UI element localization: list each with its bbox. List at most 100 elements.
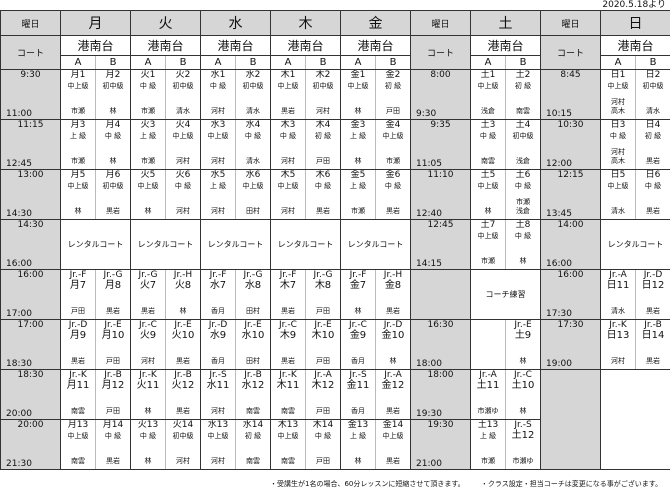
class-info: Jr.-A 木12 戸田: [307, 371, 340, 419]
class-code: 火12: [171, 380, 195, 391]
class-code: 金8: [384, 280, 402, 291]
class-level: 初中級: [102, 182, 124, 190]
class-code: 日4: [645, 120, 661, 131]
class-code: 土3: [480, 120, 496, 131]
coach-name: 河村: [176, 207, 190, 215]
coach-name: 黒岩: [71, 357, 85, 365]
class-info: 水14 初 級南雲: [237, 421, 270, 469]
class-code: 木6: [315, 170, 331, 181]
class-info: Jr.-F 木7 黒岩: [272, 271, 305, 319]
class-info: 日2 初中級 清水: [637, 71, 670, 119]
sat-time-cell: 8:00 9:30: [410, 69, 471, 120]
coach-name: 林: [354, 157, 362, 165]
empty-cell: [600, 369, 670, 470]
class-code: 金1: [350, 70, 366, 81]
junior-group: Jr.-K: [279, 370, 297, 381]
class-cell: 木3 中 級河村: [270, 119, 306, 170]
class-info: Jr.-E 木10 戸田: [307, 321, 340, 369]
junior-group: Jr.-B: [104, 370, 122, 381]
class-cell: 水3 中上級 河村: [200, 119, 236, 170]
class-code: 土11: [476, 380, 500, 391]
class-level: 初中級: [312, 82, 334, 90]
coach-name: 林: [109, 107, 117, 115]
sun-time-cell: 8:45 10:15: [540, 69, 601, 120]
merged-cell: レンタルコート: [270, 219, 341, 270]
junior-group: Jr.-A: [384, 370, 402, 381]
class-cell: Jr.-B 水12 南雲: [235, 369, 271, 420]
class-code: 月5: [70, 170, 86, 181]
class-cell: Jr.-A 土11 市瀬ゆ: [470, 369, 506, 420]
class-code: 月8: [104, 280, 122, 291]
class-code: 火13: [137, 420, 159, 431]
class-level: 初中級: [512, 132, 534, 140]
class-code: 木11: [276, 380, 300, 391]
class-code: 水5: [210, 170, 226, 181]
class-info: 月1 中上級 市瀬: [62, 71, 95, 119]
coach-name: 黒岩: [281, 357, 295, 365]
class-info: 土2 初 級南雲: [507, 71, 540, 119]
class-info: 月2 初中級林: [97, 71, 130, 119]
merged-cell: レンタルコート: [200, 219, 271, 270]
class-code: 水3: [210, 120, 226, 131]
class-info: 土5 中上級林: [472, 171, 505, 219]
junior-group: Jr.-K: [69, 370, 87, 381]
class-code: 火6: [175, 170, 191, 181]
court-a-thu: A: [270, 55, 306, 70]
class-level: 中上級: [67, 182, 89, 190]
class-cell: 月3 上 級市瀬: [60, 119, 96, 170]
coach-name: 黒岩: [141, 307, 155, 315]
class-level: 中 級: [644, 182, 662, 190]
time-cell: 17:00 18:30: [0, 319, 61, 370]
class-code: 火10: [171, 330, 195, 341]
coach-name: 黒岩: [281, 107, 295, 115]
class-cell: 金5 上 級市瀬: [340, 169, 376, 220]
coach-name: 林: [144, 407, 152, 415]
coach-name: 戸田: [316, 457, 330, 465]
coach-name: 林: [389, 357, 397, 365]
coach-name: 市瀬: [351, 207, 365, 215]
class-cell: Jr.-E 土9 林: [505, 319, 541, 370]
class-cell: 木2 初中級 河村: [305, 69, 341, 120]
class-code: 金7: [349, 280, 367, 291]
start-time: 8:45: [560, 70, 581, 81]
class-level: 中 級: [279, 132, 297, 140]
class-info: 水6 中上級 田村: [237, 171, 270, 219]
class-cell: 火1 中 級市瀬: [130, 69, 166, 120]
coach-name: 黒岩: [646, 307, 660, 315]
class-info: 水5 上 級河村: [202, 170, 235, 219]
class-level: 中 級: [244, 132, 262, 140]
class-level: 中上級: [67, 82, 89, 90]
time-cell: 20:00 21:30: [0, 419, 61, 470]
class-info: Jr.-G 水8 田村: [237, 271, 270, 319]
coach-name: 河村: [316, 107, 330, 115]
class-code: 木4: [315, 120, 331, 131]
court-a-mon: A: [60, 55, 96, 70]
start-time: 14:30: [17, 220, 44, 231]
class-code: 土8: [515, 220, 531, 231]
class-info: 金14 中上級 黒岩: [377, 421, 410, 469]
sat-time-cell: 9:35 11:05: [410, 119, 471, 170]
class-level: 中上級: [347, 82, 369, 90]
end-time: 14:15: [416, 259, 442, 269]
class-cell: Jr.-D 金10 林: [375, 319, 411, 370]
class-info: 日3 中 級河村 高木: [602, 121, 635, 169]
class-info: Jr.-B 火12 黒岩: [167, 371, 200, 419]
end-time: 12:40: [416, 209, 442, 219]
class-level: 初 級: [514, 82, 532, 90]
court-header: コート: [410, 35, 471, 70]
coach-name: 戸田: [71, 307, 85, 315]
class-info: Jr.-F 月7 戸田: [62, 271, 95, 319]
court-a-tue: A: [130, 55, 166, 70]
coach-name: 黒岩: [386, 207, 400, 215]
time-slot-row: 16:00 17:00 Jr.-F 月7 戸田 Jr.-G 月8 黒岩 Jr.-G 火7 黒岩 Jr.…: [0, 269, 670, 320]
coach-name: 林: [74, 207, 82, 215]
footnote: ・受講生が1名の場合、60分レッスンに短縮させて頂きます。: [270, 480, 465, 488]
start-time: 16:00: [557, 270, 584, 281]
class-code: 金2: [385, 70, 401, 81]
coach-name: 河村: [176, 457, 190, 465]
junior-group: Jr.-C: [514, 370, 532, 381]
class-code: 金11: [346, 380, 370, 391]
class-code: 日5: [610, 170, 626, 181]
class-code: 日1: [610, 70, 626, 81]
sat-time-cell: [410, 269, 471, 320]
